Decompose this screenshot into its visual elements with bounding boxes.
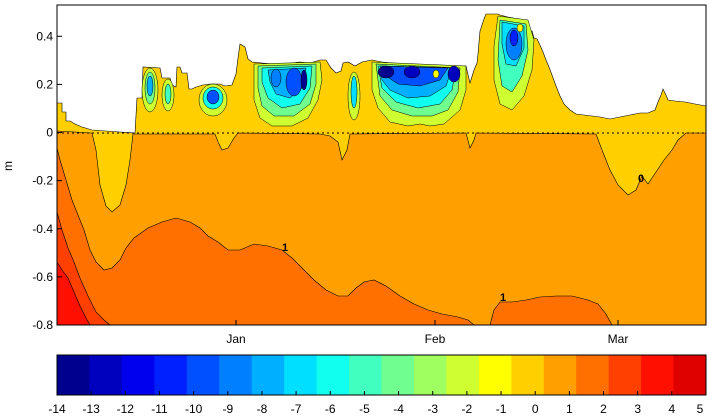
colorbar-tick-label: -6 [325, 402, 336, 416]
colorbar-swatch [57, 355, 90, 395]
y-tick-label: 0.2 [36, 77, 53, 91]
colorbar-swatch [349, 355, 382, 395]
colorbar-swatch [478, 355, 512, 395]
colorbar-tick-label: -1 [496, 402, 507, 416]
y-tick-label: 0.4 [36, 29, 53, 43]
colorbar-tick-label: -10 [185, 402, 203, 416]
colorbar-swatch [121, 355, 155, 395]
colorbar-swatch [543, 355, 577, 395]
plot-frame [56, 4, 707, 326]
colorbar-swatch [186, 355, 220, 395]
y-axis-label: m [1, 161, 15, 171]
colorbar-tick-label: -9 [222, 402, 233, 416]
colorbar-swatch [673, 355, 707, 395]
contour-label-0: 0 [638, 173, 644, 185]
colorbar-tick-label: -13 [82, 402, 100, 416]
y-tick-label: 0 [46, 126, 53, 140]
contour-label-1b: 1 [500, 292, 506, 304]
x-tick-label-jan: Jan [226, 332, 245, 346]
colorbar: -14 -13 -12 -11 -10 -9 -8 -7 -6 -5 -4 -3 -2 -1 0 1 2 3 4 5 [48, 354, 707, 416]
y-axis: 0.4 0.2 0 -0.2 -0.4 -0.6 -0.8 [32, 29, 62, 332]
colorbar-swatch [316, 355, 350, 395]
colorbar-tick-label: -4 [393, 402, 404, 416]
y-tick-label: -0.2 [32, 174, 53, 188]
x-tick-label-feb: Feb [425, 332, 446, 346]
colorbar-tick-label: -12 [117, 402, 135, 416]
colorbar-swatch [381, 355, 415, 395]
y-tick-label: -0.6 [32, 270, 53, 284]
colorbar-swatch [576, 355, 610, 395]
colorbar-tick-label: -8 [257, 402, 268, 416]
colorbar-tick-label: 2 [600, 402, 607, 416]
colorbar-tick-label: -2 [462, 402, 473, 416]
contour-label-1a: 1 [282, 242, 288, 254]
band-1-2-right [489, 295, 613, 325]
colorbar-tick-label: -14 [48, 402, 66, 416]
band-3-4 [57, 261, 91, 325]
colorbar-frame [56, 354, 707, 396]
colorbar-tick-label: 0 [532, 402, 539, 416]
colorbar-swatch [219, 355, 253, 395]
contour-plot-area [57, 13, 706, 325]
colorbar-tick-label: 3 [634, 402, 641, 416]
surface-cold-patches [141, 15, 535, 127]
colorbar-swatch [413, 355, 447, 395]
colorbar-swatch [284, 355, 318, 395]
band-1-2 [57, 147, 475, 325]
x-axis: Jan Feb Mar [226, 320, 628, 346]
colorbar-swatch [154, 355, 188, 395]
colorbar-tick-label: -5 [359, 402, 370, 416]
colorbar-tick-label: -3 [427, 402, 438, 416]
y-tick-label: -0.8 [32, 318, 53, 332]
colorbar-tick-label: 4 [668, 402, 675, 416]
colorbar-swatch [641, 355, 675, 395]
x-tick-label-mar: Mar [608, 332, 629, 346]
colorbar-swatch [608, 355, 642, 395]
colorbar-tick-label: 1 [566, 402, 573, 416]
colorbar-tick-label: -11 [151, 402, 168, 416]
colorbar-swatch [511, 355, 545, 395]
colorbar-swatch [89, 355, 123, 395]
colorbar-swatch [446, 355, 480, 395]
colorbar-tick-label: 5 [697, 402, 704, 416]
y-tick-label: -0.4 [32, 222, 53, 236]
colorbar-tick-label: -7 [291, 402, 302, 416]
colorbar-swatch [251, 355, 285, 395]
